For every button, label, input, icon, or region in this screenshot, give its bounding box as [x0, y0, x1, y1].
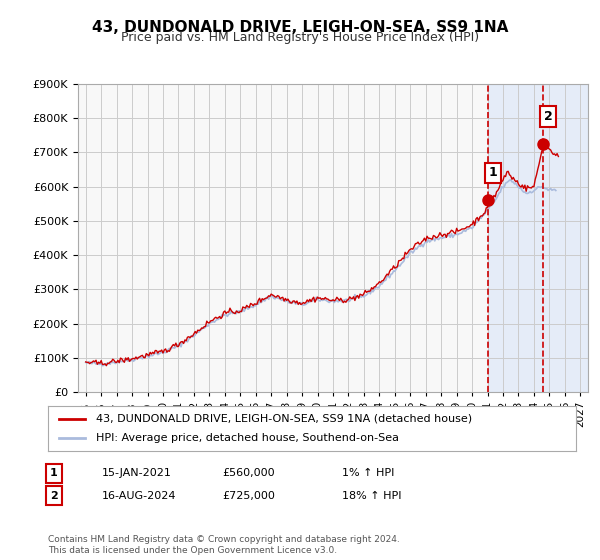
Text: Contains HM Land Registry data © Crown copyright and database right 2024.: Contains HM Land Registry data © Crown c…: [48, 535, 400, 544]
Text: £560,000: £560,000: [222, 468, 275, 478]
Text: 18% ↑ HPI: 18% ↑ HPI: [342, 491, 401, 501]
Text: Price paid vs. HM Land Registry's House Price Index (HPI): Price paid vs. HM Land Registry's House …: [121, 31, 479, 44]
Bar: [488, 84, 588, 392]
Text: £725,000: £725,000: [222, 491, 275, 501]
Text: 1% ↑ HPI: 1% ↑ HPI: [342, 468, 394, 478]
Text: 2: 2: [50, 491, 58, 501]
Text: 1: 1: [50, 468, 58, 478]
Text: 15-JAN-2021: 15-JAN-2021: [102, 468, 172, 478]
Text: 1: 1: [488, 166, 497, 179]
Text: This data is licensed under the Open Government Licence v3.0.: This data is licensed under the Open Gov…: [48, 546, 337, 555]
Text: 2: 2: [544, 110, 553, 123]
Text: 43, DUNDONALD DRIVE, LEIGH-ON-SEA, SS9 1NA (detached house): 43, DUNDONALD DRIVE, LEIGH-ON-SEA, SS9 1…: [95, 413, 472, 423]
Text: HPI: Average price, detached house, Southend-on-Sea: HPI: Average price, detached house, Sout…: [95, 433, 398, 444]
Text: 43, DUNDONALD DRIVE, LEIGH-ON-SEA, SS9 1NA: 43, DUNDONALD DRIVE, LEIGH-ON-SEA, SS9 1…: [92, 20, 508, 35]
Text: 16-AUG-2024: 16-AUG-2024: [102, 491, 176, 501]
